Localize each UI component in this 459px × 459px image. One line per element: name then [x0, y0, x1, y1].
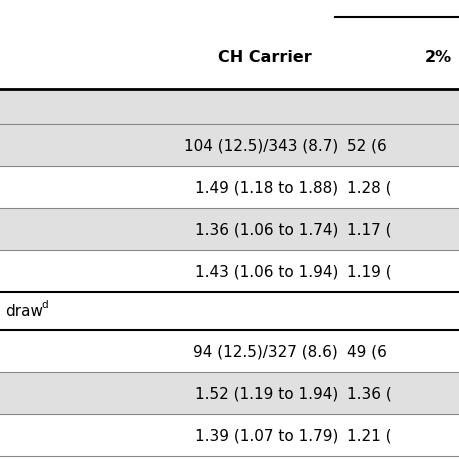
Bar [0, 330, 459, 372]
Text: 1.19 (: 1.19 ( [347, 264, 391, 279]
Text: 1.39 (1.07 to 1.79): 1.39 (1.07 to 1.79) [194, 428, 337, 442]
Bar [0, 292, 459, 330]
Text: 1.43 (1.06 to 1.94): 1.43 (1.06 to 1.94) [194, 264, 337, 279]
Text: 52 (6: 52 (6 [347, 138, 386, 153]
Bar [0, 372, 459, 414]
Bar [0, 251, 459, 292]
Text: 49 (6: 49 (6 [347, 344, 386, 359]
Text: 1.36 (: 1.36 ( [347, 386, 391, 401]
Text: 2%: 2% [424, 50, 451, 65]
Text: d: d [41, 299, 48, 309]
Bar [0, 125, 459, 167]
Text: 1.28 (: 1.28 ( [347, 180, 391, 195]
Bar [0, 414, 459, 456]
Text: 1.52 (1.19 to 1.94): 1.52 (1.19 to 1.94) [195, 386, 337, 401]
Text: 104 (12.5)/343 (8.7): 104 (12.5)/343 (8.7) [184, 138, 337, 153]
Text: 94 (12.5)/327 (8.6): 94 (12.5)/327 (8.6) [193, 344, 337, 359]
Text: 1.36 (1.06 to 1.74): 1.36 (1.06 to 1.74) [194, 222, 337, 237]
Text: 1.49 (1.18 to 1.88): 1.49 (1.18 to 1.88) [195, 180, 337, 195]
Bar [0, 167, 459, 208]
Text: 1.21 (: 1.21 ( [347, 428, 391, 442]
Bar [0, 90, 459, 125]
Text: 1.17 (: 1.17 ( [347, 222, 391, 237]
Text: CH Carrier: CH Carrier [218, 50, 311, 65]
Text: draw: draw [6, 304, 44, 319]
Bar [0, 208, 459, 251]
